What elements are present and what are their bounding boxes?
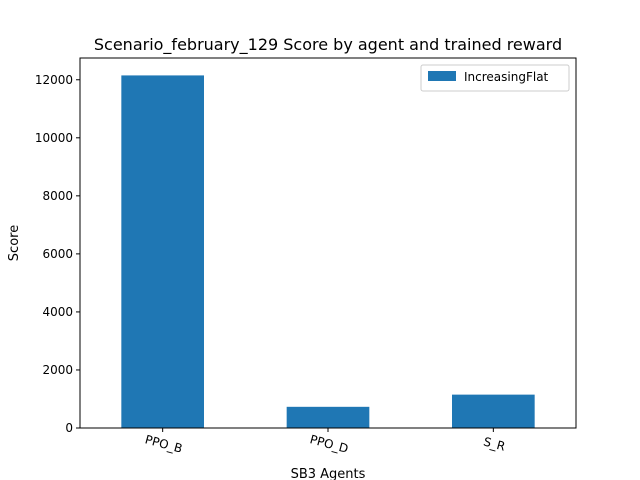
x-tick-label: PPO_B (143, 432, 183, 455)
y-tick-label: 12000 (35, 73, 73, 87)
x-axis-label: SB3 Agents (291, 467, 366, 480)
bar-ppo-b (121, 75, 204, 428)
plot-frame (79, 57, 577, 429)
y-tick-label: 8000 (42, 189, 73, 203)
y-tick-label: 10000 (35, 131, 73, 145)
legend-swatch (428, 71, 456, 81)
bars-group (121, 75, 535, 428)
x-axis: PPO_B PPO_D S_R (143, 428, 507, 456)
y-tick-label: 4000 (42, 305, 73, 319)
x-tick-label: S_R (482, 435, 507, 454)
bar-s-r (452, 394, 535, 428)
y-tick-label: 2000 (42, 363, 73, 377)
y-axis-label: Score (7, 225, 22, 261)
legend: IncreasingFlat (420, 64, 570, 92)
legend-label: IncreasingFlat (464, 70, 549, 84)
y-tick-label: 6000 (42, 247, 73, 261)
legend-box (420, 64, 570, 92)
y-tick-label: 0 (65, 421, 73, 435)
chart-title: Scenario_february_129 Score by agent and… (94, 35, 562, 55)
y-axis: 0 2000 4000 6000 8000 10000 12000 (35, 73, 80, 435)
x-tick-label: PPO_D (308, 432, 349, 456)
bar-ppo-d (286, 406, 370, 428)
